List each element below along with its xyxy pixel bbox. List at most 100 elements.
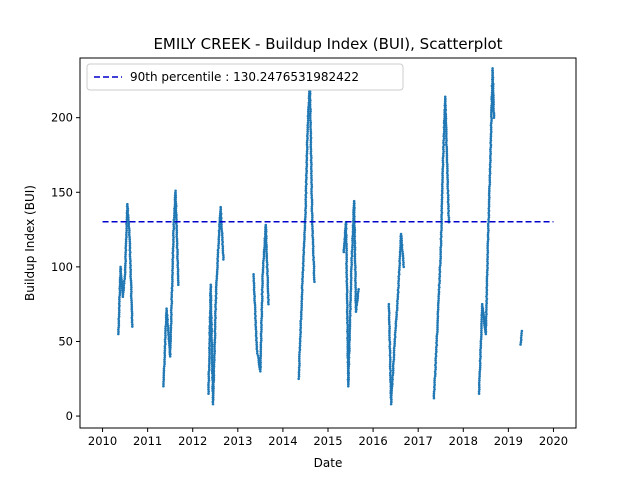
x-tick-label: 2011 bbox=[133, 434, 162, 448]
data-point bbox=[221, 242, 224, 246]
data-point bbox=[124, 255, 127, 259]
data-point bbox=[175, 246, 179, 249]
data-point bbox=[265, 243, 268, 247]
chart-title: EMILY CREEK - Buildup Index (BUI), Scatt… bbox=[153, 35, 502, 53]
data-point bbox=[301, 277, 304, 281]
data-point bbox=[479, 337, 483, 341]
data-point bbox=[347, 365, 351, 368]
data-point bbox=[387, 305, 391, 308]
data-point bbox=[208, 353, 211, 356]
data-point bbox=[490, 119, 493, 123]
data-point bbox=[488, 165, 492, 169]
data-point bbox=[297, 377, 300, 381]
data-point bbox=[444, 112, 448, 116]
data-point bbox=[118, 293, 122, 297]
data-point bbox=[345, 273, 349, 276]
data-point bbox=[210, 329, 214, 333]
data-point bbox=[217, 229, 221, 232]
data-point bbox=[308, 92, 312, 96]
data-point bbox=[259, 356, 262, 360]
data-point bbox=[441, 163, 445, 166]
data-point bbox=[207, 388, 210, 391]
x-tick-label: 2012 bbox=[178, 434, 207, 448]
data-point bbox=[487, 191, 491, 195]
data-point bbox=[353, 259, 357, 263]
data-point bbox=[434, 359, 437, 362]
data-point bbox=[347, 373, 350, 377]
data-point bbox=[442, 148, 445, 151]
data-point bbox=[171, 278, 174, 281]
data-point bbox=[162, 382, 165, 386]
data-point bbox=[254, 327, 258, 331]
data-point bbox=[388, 351, 392, 355]
data-point bbox=[300, 302, 304, 305]
data-point bbox=[347, 358, 351, 362]
data-point bbox=[487, 207, 491, 210]
x-tick-label: 2019 bbox=[494, 434, 523, 448]
data-point bbox=[117, 321, 121, 325]
data-point bbox=[305, 134, 309, 138]
data-point bbox=[174, 198, 177, 201]
data-point bbox=[171, 234, 175, 237]
data-point bbox=[353, 261, 357, 265]
data-point bbox=[164, 331, 167, 335]
data-point bbox=[446, 178, 449, 181]
data-point bbox=[300, 290, 304, 294]
data-point bbox=[520, 329, 524, 333]
data-point bbox=[352, 204, 356, 207]
data-point bbox=[347, 376, 350, 379]
data-point bbox=[489, 137, 493, 140]
data-point bbox=[162, 384, 165, 388]
data-point bbox=[260, 292, 264, 296]
data-point bbox=[482, 315, 486, 319]
data-point bbox=[345, 312, 349, 316]
data-point bbox=[172, 218, 176, 222]
data-point bbox=[308, 116, 312, 120]
data-point bbox=[171, 231, 175, 235]
data-point bbox=[485, 288, 489, 292]
data-point bbox=[220, 232, 224, 235]
data-point bbox=[444, 119, 448, 123]
data-point bbox=[122, 286, 126, 290]
data-point bbox=[396, 299, 399, 303]
data-point bbox=[310, 176, 313, 180]
data-point bbox=[128, 257, 132, 261]
data-point bbox=[349, 314, 352, 317]
data-point bbox=[399, 232, 403, 236]
data-point bbox=[346, 338, 349, 342]
data-point bbox=[163, 349, 167, 353]
data-point bbox=[131, 323, 134, 326]
data-point bbox=[345, 301, 349, 305]
data-point bbox=[350, 250, 354, 253]
data-point bbox=[128, 255, 132, 258]
data-point bbox=[218, 225, 221, 228]
data-point bbox=[487, 187, 491, 191]
data-point bbox=[171, 267, 175, 270]
data-point bbox=[260, 306, 264, 309]
data-point bbox=[350, 263, 354, 266]
data-point bbox=[130, 296, 133, 300]
data-point bbox=[357, 287, 360, 291]
data-point bbox=[262, 255, 266, 258]
data-point bbox=[130, 305, 134, 309]
data-point bbox=[345, 242, 348, 246]
data-point bbox=[312, 271, 316, 275]
data-point bbox=[397, 286, 400, 290]
data-point bbox=[346, 303, 349, 307]
data-point bbox=[129, 288, 133, 291]
data-point bbox=[264, 239, 268, 242]
data-point bbox=[310, 183, 313, 186]
data-point bbox=[298, 350, 301, 354]
data-point bbox=[346, 384, 350, 388]
data-point bbox=[489, 134, 493, 138]
data-point bbox=[310, 223, 314, 226]
data-point bbox=[119, 269, 123, 273]
data-point bbox=[266, 276, 270, 280]
data-point bbox=[353, 257, 357, 260]
data-point bbox=[312, 265, 316, 268]
data-point bbox=[491, 78, 495, 81]
data-point bbox=[214, 285, 218, 289]
data-point bbox=[303, 217, 307, 221]
data-point bbox=[439, 259, 442, 263]
data-point bbox=[388, 325, 391, 328]
